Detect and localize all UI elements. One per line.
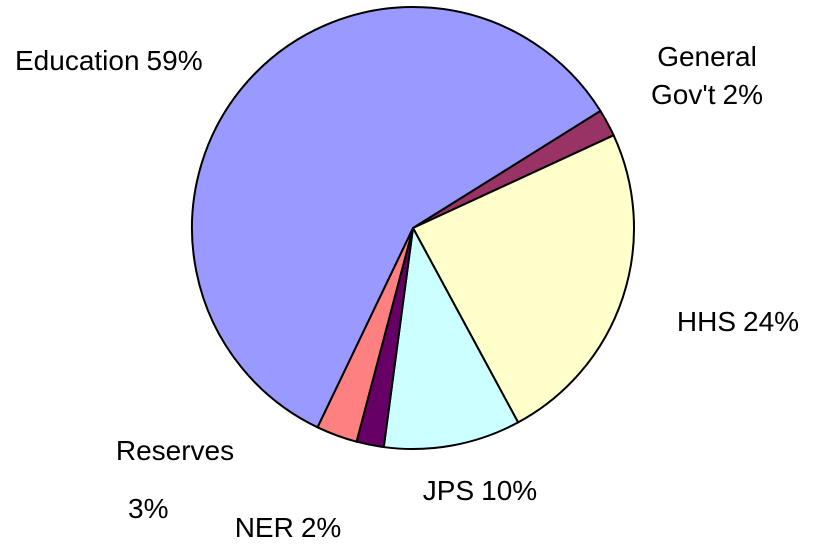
slice-label: Reserves: [80, 432, 270, 470]
slice-label: 3%: [128, 490, 168, 528]
value-label: 3%: [128, 493, 169, 524]
category-label: NER: [234, 512, 294, 543]
value-label: 24%: [743, 306, 800, 337]
category-label: HHS: [676, 306, 737, 337]
value-label: 10%: [481, 475, 538, 506]
slice-label: HHS 24%: [638, 303, 822, 341]
category-label: Reserves: [115, 435, 235, 466]
value-label: 2%: [722, 79, 763, 110]
category-label: JPS: [422, 475, 475, 506]
slice-label: General Gov't 2%: [618, 38, 796, 114]
category-label: General Gov't: [651, 41, 757, 110]
slice-label: Education 59%: [15, 42, 203, 80]
pie-slice: [411, 133, 635, 424]
value-label: 2%: [300, 512, 342, 543]
pie-slice: [382, 224, 520, 450]
slice-label: JPS 10%: [380, 472, 580, 510]
value-label: 59%: [146, 45, 203, 76]
pie-slice: [191, 6, 602, 429]
slice-label: NER 2%: [218, 509, 358, 547]
category-label: Education: [15, 45, 140, 76]
